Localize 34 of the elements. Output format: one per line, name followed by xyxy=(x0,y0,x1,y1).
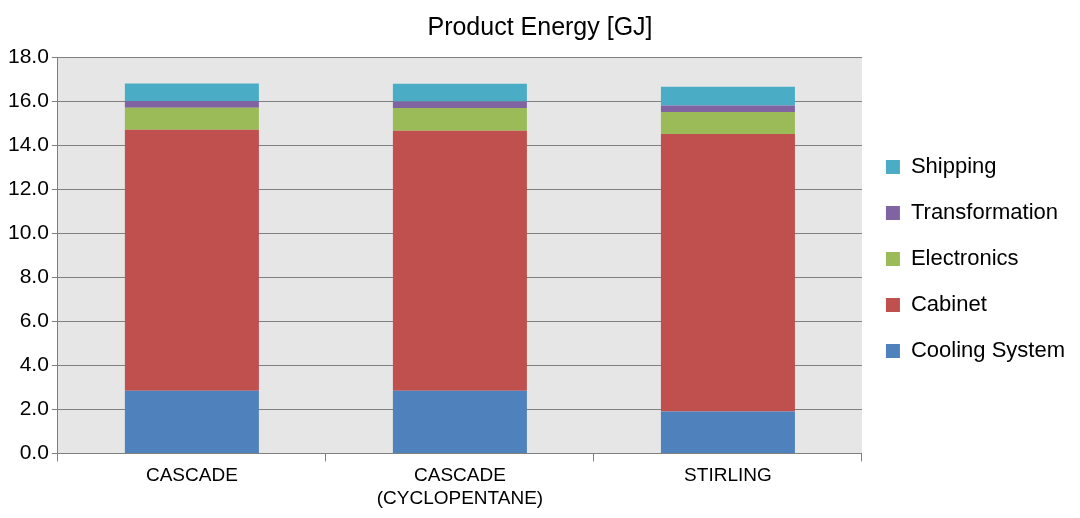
bar xyxy=(660,105,795,113)
legend-label: Transformation xyxy=(910,199,1059,225)
bar xyxy=(124,83,259,102)
y-tick-label: 16.0 xyxy=(8,87,49,111)
bar xyxy=(660,86,795,106)
x-tick-label: STIRLING xyxy=(684,464,772,486)
bar xyxy=(392,390,527,453)
bar xyxy=(124,129,259,391)
bar xyxy=(124,101,259,108)
chart-title: Product Energy [GJ] xyxy=(427,11,653,40)
bar xyxy=(392,130,527,391)
bar xyxy=(660,134,795,412)
legend-label: Shipping xyxy=(910,153,997,179)
y-tick-label: 18.0 xyxy=(8,43,49,67)
y-tick-label: 6.0 xyxy=(19,308,49,332)
x-tick-label: CASCADE (CYCLOPENTANE) xyxy=(376,464,544,508)
bar xyxy=(392,83,527,102)
legend-label: Cooling System xyxy=(910,337,1066,363)
y-tick-label: 14.0 xyxy=(8,131,49,155)
x-tick-label: CASCADE xyxy=(145,464,238,486)
y-tick-label: 12.0 xyxy=(8,175,49,199)
bar xyxy=(392,101,527,109)
y-tick-label: 0.0 xyxy=(19,440,49,464)
bar xyxy=(124,107,259,130)
y-tick-label: 10.0 xyxy=(8,219,49,243)
legend-label: Electronics xyxy=(910,245,1019,271)
legend-label: Cabinet xyxy=(910,291,987,317)
y-tick-label: 4.0 xyxy=(19,352,49,376)
bar xyxy=(392,108,527,131)
bar xyxy=(660,112,795,135)
y-tick-label: 8.0 xyxy=(19,264,49,288)
y-tick-label: 2.0 xyxy=(19,396,49,420)
bar xyxy=(660,411,795,453)
bar xyxy=(124,390,259,453)
